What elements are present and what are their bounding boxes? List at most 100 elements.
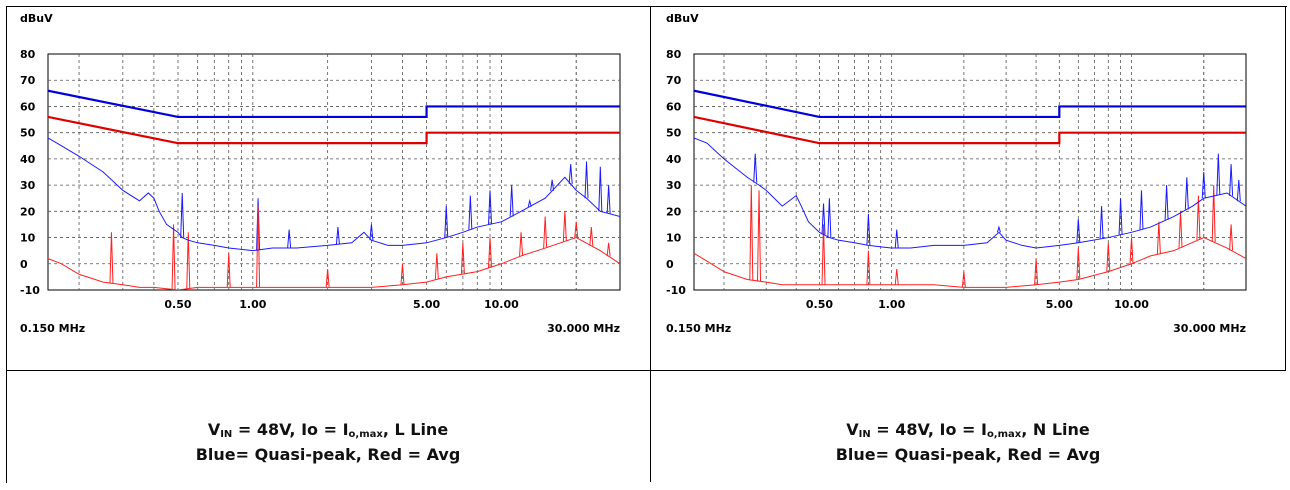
chart1-avg_measured-spike bbox=[894, 268, 899, 285]
chart1-ytick-label: 70 bbox=[666, 74, 682, 87]
chart1-qp_measured-spike bbox=[1216, 153, 1221, 195]
chart1-qp_measured-line bbox=[694, 137, 1246, 249]
chart0-qp_measured-spike bbox=[598, 166, 603, 212]
chart1-qp_measured-spike bbox=[1099, 206, 1104, 239]
chart-left: dBuV 80 70 60 50 40 30 20 10 0 -10 0.50 1.00 5.00 10.0… bbox=[8, 8, 648, 368]
chart0-avg_measured-spike bbox=[460, 242, 465, 275]
caption-left-line2: Blue= Quasi-peak, Red = Avg bbox=[195, 445, 461, 464]
chart1-plot-border bbox=[693, 53, 1247, 291]
chart1-qp_measured-spike bbox=[827, 198, 832, 238]
chart1-avg_measured-spike bbox=[1178, 211, 1183, 248]
chart0-qp_measured-spike bbox=[444, 206, 449, 238]
chart0-ytick-label: 60 bbox=[20, 100, 36, 113]
chart0-plot-border bbox=[47, 53, 621, 291]
chart0-ytick-label: -10 bbox=[20, 284, 40, 297]
caption-left-v: V bbox=[207, 420, 221, 439]
chart1-ytick-label: 60 bbox=[666, 100, 682, 113]
chart0-avg_measured-spike bbox=[226, 253, 231, 288]
chart0-qp_measured-spike bbox=[568, 164, 573, 185]
chart0-ytick-label: 30 bbox=[20, 179, 36, 192]
chart1-avg_measured-spike bbox=[749, 185, 754, 281]
chart0-ytick-label: 70 bbox=[20, 74, 36, 87]
chart0-xtick-label: 0.50 bbox=[164, 298, 191, 311]
table-frame bbox=[6, 6, 1287, 483]
chart0-qp_measured-spike bbox=[287, 229, 292, 249]
chart0-qp_measured-spike bbox=[488, 190, 493, 225]
chart0-ytick-label: 50 bbox=[20, 127, 36, 140]
chart0-qp_limit-line bbox=[48, 89, 620, 119]
table-divider-vertical bbox=[650, 6, 651, 482]
chart-left-svg: dBuV 80 70 60 50 40 30 20 10 0 -10 0.50 1.00 5.00 10.0… bbox=[20, 12, 621, 335]
caption-right-v-sub: IN bbox=[858, 429, 871, 440]
chart1-avg_measured-spike bbox=[1211, 185, 1216, 243]
chart1-qp_measured-spike bbox=[1164, 185, 1169, 220]
chart0-avg_measured-line bbox=[48, 237, 620, 290]
chart0-avg_measured-spike bbox=[589, 227, 594, 246]
chart0-x-end-label: 30.000 MHz bbox=[547, 322, 620, 335]
chart0-series-group bbox=[48, 89, 620, 290]
chart0-xtick-label: 1.00 bbox=[239, 298, 266, 311]
chart1-avg_measured-spike bbox=[961, 271, 966, 288]
chart0-qp_measured-spike bbox=[335, 227, 340, 245]
chart0-avg_measured-spike bbox=[562, 211, 567, 242]
chart1-avg_measured-line bbox=[694, 237, 1246, 288]
chart1-avg_measured-spike bbox=[1229, 224, 1234, 251]
chart1-ytick-label: 80 bbox=[666, 48, 682, 61]
chart0-ytick-label: 80 bbox=[20, 48, 36, 61]
chart1-qp_measured-spike bbox=[894, 229, 899, 249]
chart0-qp_measured-line bbox=[48, 137, 620, 252]
chart1-avg_measured-spike bbox=[757, 190, 762, 282]
chart1-xtick-label: 0.50 bbox=[806, 298, 833, 311]
chart0-avg_measured-spike bbox=[543, 216, 548, 249]
chart0-qp_measured-spike bbox=[369, 224, 374, 241]
chart1-qp_measured-spike bbox=[1076, 219, 1081, 243]
chart0-avg_measured-spike bbox=[109, 232, 114, 284]
chart1-qp_measured-spike bbox=[1139, 190, 1144, 230]
chart1-series-group bbox=[694, 89, 1246, 288]
chart1-qp_measured-spike bbox=[753, 153, 758, 183]
chart1-qp_measured-spike bbox=[996, 225, 1001, 233]
chart0-x-start-label: 0.150 MHz bbox=[20, 322, 85, 335]
chart0-avg_limit-line bbox=[48, 115, 620, 145]
chart-right: dBuV 80 70 60 50 40 30 20 10 0 -10 0.50 1.00 5.00 10.0… bbox=[654, 8, 1284, 368]
chart0-avg_measured-spike bbox=[434, 253, 439, 280]
chart1-avg_measured-spike bbox=[1129, 237, 1134, 264]
chart1-ytick-label: 50 bbox=[666, 127, 682, 140]
chart1-qp_measured-spike bbox=[1118, 198, 1123, 235]
chart1-ytick-label: 10 bbox=[666, 232, 682, 245]
chart1-xtick-label: 5.00 bbox=[1046, 298, 1073, 311]
caption-right-v: V bbox=[846, 420, 859, 439]
caption-left-end: , L Line bbox=[382, 420, 449, 439]
chart1-ytick-label: 40 bbox=[666, 153, 682, 166]
chart1-qp_measured-spike bbox=[1201, 171, 1206, 199]
chart0-ylabel: dBuV bbox=[20, 12, 53, 25]
caption-right-line2: Blue= Quasi-peak, Red = Avg bbox=[835, 445, 1101, 464]
chart0-xtick-label: 10.00 bbox=[484, 298, 519, 311]
caption-right: VIN = 48V, Io = Io,max, N Line Blue= Qua… bbox=[650, 420, 1286, 465]
chart0-avg_measured-spike bbox=[186, 232, 191, 289]
chart0-avg_measured-spike bbox=[256, 206, 261, 288]
caption-left-i-sub: o,max bbox=[348, 429, 383, 440]
caption-left-v-sub: IN bbox=[220, 429, 233, 440]
chart1-qp_measured-spike bbox=[1236, 179, 1241, 202]
chart1-ytick-label: 20 bbox=[666, 205, 682, 218]
chart1-qp_measured-spike bbox=[1184, 177, 1189, 210]
chart1-ylabel: dBuV bbox=[666, 12, 699, 25]
chart1-ytick-label: 0 bbox=[666, 258, 674, 271]
chart0-xtick-label: 5.00 bbox=[413, 298, 440, 311]
caption-right-end: , N Line bbox=[1021, 420, 1090, 439]
caption-left-mid: = 48V, Io = I bbox=[232, 420, 349, 439]
chart1-qp_measured-spike bbox=[1229, 164, 1234, 196]
chart1-ytick-label: -10 bbox=[666, 284, 686, 297]
chart1-avg_measured-spike bbox=[1076, 248, 1081, 280]
chart0-avg_measured-spike bbox=[574, 221, 579, 238]
chart1-x-start-label: 0.150 MHz bbox=[666, 322, 731, 335]
chart1-avg_measured-spike bbox=[1196, 195, 1201, 240]
chart0-avg_measured-spike bbox=[488, 237, 493, 268]
table-border-right bbox=[1285, 6, 1286, 370]
chart1-avg_measured-spike bbox=[866, 250, 871, 285]
chart1-xtick-label: 1.00 bbox=[878, 298, 905, 311]
chart1-avg_measured-spike bbox=[1034, 258, 1039, 285]
chart1-xtick-label: 10.00 bbox=[1114, 298, 1149, 311]
caption-left: VIN = 48V, Io = Io,max, L Line Blue= Qua… bbox=[6, 420, 650, 465]
